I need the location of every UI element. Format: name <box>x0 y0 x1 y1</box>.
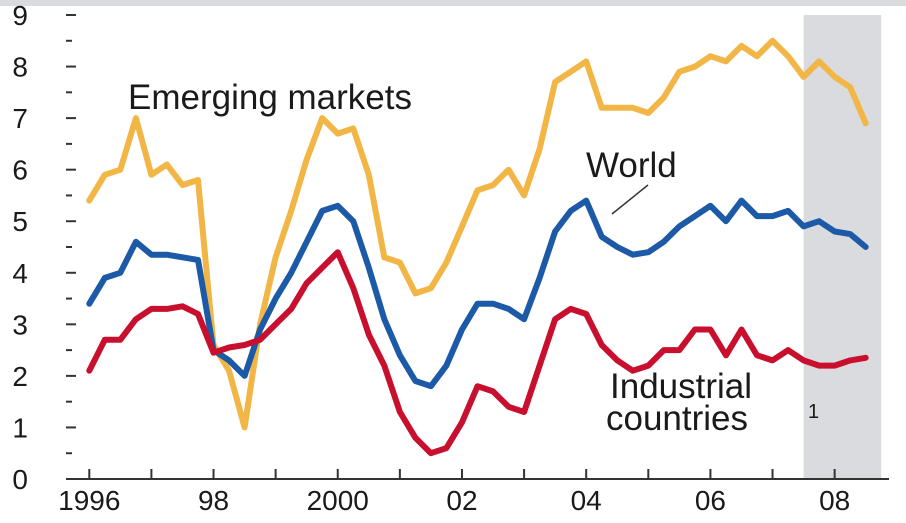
emerging-markets-label: Emerging markets <box>128 78 412 117</box>
y-tick-label: 4 <box>12 258 28 289</box>
x-tick-label: 02 <box>446 485 477 516</box>
world-label: World <box>586 146 677 185</box>
x-tick-label: 98 <box>198 485 229 516</box>
series-line-world <box>86 197 869 390</box>
y-tick-label: 9 <box>12 0 28 31</box>
y-tick-label: 7 <box>12 103 28 134</box>
y-tick-label: 0 <box>12 464 28 495</box>
x-tick-label: 06 <box>695 485 726 516</box>
x-tick-label: 04 <box>571 485 602 516</box>
y-tick-label: 8 <box>12 52 28 83</box>
footnote-marker: 1 <box>808 401 819 423</box>
industrial-label-line1: Industrial <box>610 367 752 406</box>
y-tick-label: 1 <box>12 412 28 443</box>
x-tick-label: 08 <box>819 485 850 516</box>
y-tick-label: 5 <box>12 206 28 237</box>
y-axis: 0 1 2 3 4 5 6 7 8 9 <box>12 0 76 495</box>
y-tick-label: 2 <box>12 361 28 392</box>
x-tick-label: 1996 <box>58 485 120 516</box>
industrial-label-line2: countries <box>606 399 748 438</box>
world-leader-line <box>611 184 649 215</box>
y-tick-label: 6 <box>12 155 28 186</box>
x-tick-label: 2000 <box>307 485 369 516</box>
y-tick-label: 3 <box>12 309 28 340</box>
series-line-industrial <box>86 249 869 457</box>
x-axis: 1996 98 2000 02 04 06 08 <box>58 469 889 516</box>
top-band <box>0 0 906 6</box>
series-layer <box>86 37 869 457</box>
